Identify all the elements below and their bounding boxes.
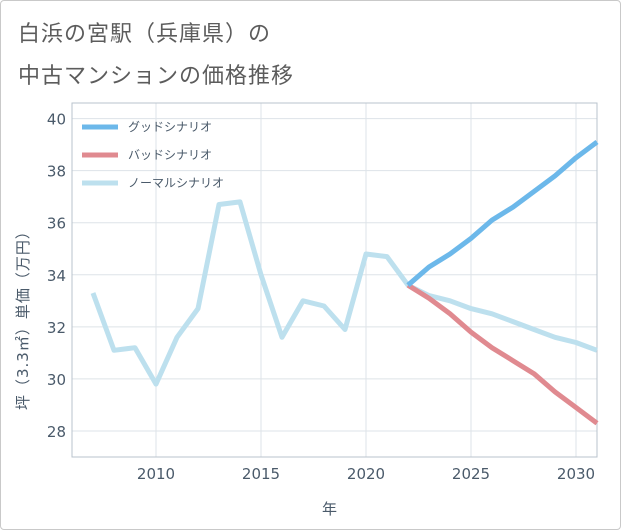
legend-label-0: グッドシナリオ [128, 120, 212, 134]
chart-title-line-2: 中古マンションの価格推移 [18, 64, 295, 89]
axis-ticks: 2010 2015 2020 2025 2030 28 30 32 34 36 38 40 [47, 111, 595, 483]
x-tick-label: 2010 [137, 465, 175, 483]
series-line-0 [406, 139, 599, 288]
plot-area-border [71, 102, 598, 458]
x-tick-label: 2020 [347, 465, 385, 483]
legend-label-2: ノーマルシナリオ [128, 176, 224, 190]
y-tick-label: 38 [47, 163, 66, 181]
legend-label-1: バッドシナリオ [128, 148, 212, 162]
x-tick-label: 2030 [557, 465, 595, 483]
y-tick-label: 36 [47, 215, 66, 233]
y-tick-label: 40 [47, 111, 66, 129]
x-axis-label: 年 [322, 500, 338, 518]
series-lines [90, 139, 599, 426]
y-tick-label: 30 [47, 371, 66, 389]
y-tick-label: 34 [47, 267, 66, 285]
x-tick-label: 2015 [242, 465, 280, 483]
chart-title-line-1: 白浜の宮駅（兵庫県）の [18, 22, 272, 47]
y-tick-label: 32 [47, 319, 66, 337]
series-line-1 [406, 283, 599, 426]
series-line-2 [90, 199, 598, 387]
y-tick-label: 28 [47, 423, 66, 441]
x-tick-label: 2025 [452, 465, 490, 483]
